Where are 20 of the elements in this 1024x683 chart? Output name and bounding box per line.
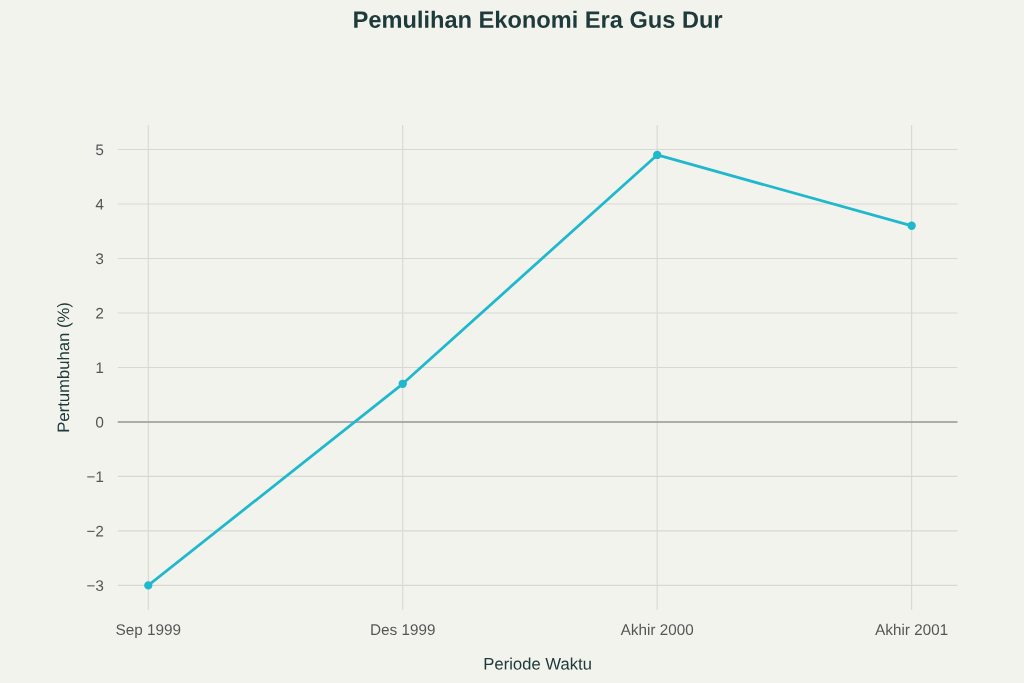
y-tick-label: 0 [95, 416, 104, 428]
x-tick-label: Des 1999 [371, 624, 435, 636]
point [398, 379, 407, 388]
x-axis-title: Periode Waktu [484, 657, 591, 670]
x-tick-label: Akhir 2001 [875, 623, 948, 636]
x-tick-label: Sep 1999 [116, 624, 181, 639]
point [907, 221, 916, 230]
y-tick-label: −3 [87, 580, 104, 592]
chart-title: Pemulihan Ekonomi Era Gus Dur [354, 10, 723, 28]
y-tick-label: 4 [95, 199, 104, 210]
y-tick-label: 1 [96, 362, 104, 373]
point [144, 581, 153, 590]
y-tick-label: 5 [95, 144, 104, 156]
y-tick-label: −2 [87, 525, 104, 537]
point [653, 150, 662, 160]
y-axis-title: Pertumbuhan (%) [57, 303, 73, 432]
y-tick-label: −1 [87, 471, 104, 482]
y-tick-label: 2 [96, 307, 104, 319]
x-tick-label: Akhir 2000 [620, 623, 694, 636]
y-tick-label: 3 [95, 253, 104, 265]
